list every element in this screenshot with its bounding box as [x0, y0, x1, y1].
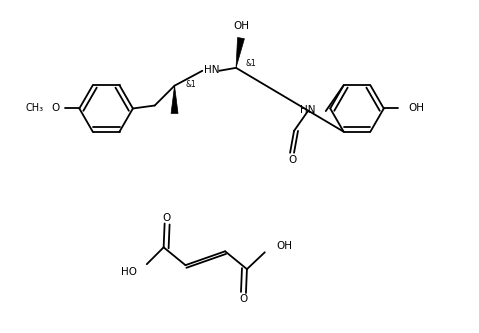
Text: HN: HN: [300, 105, 316, 115]
Text: HO: HO: [121, 267, 137, 277]
Text: O: O: [240, 294, 248, 304]
Polygon shape: [236, 38, 244, 68]
Text: &1: &1: [185, 80, 196, 89]
Text: O: O: [51, 104, 59, 114]
Text: CH₃: CH₃: [25, 104, 44, 114]
Polygon shape: [171, 86, 178, 114]
Text: OH: OH: [409, 104, 424, 114]
Text: &1: &1: [246, 59, 257, 68]
Text: OH: OH: [277, 241, 293, 251]
Text: O: O: [288, 155, 296, 165]
Text: HN: HN: [205, 65, 220, 75]
Text: OH: OH: [233, 21, 249, 31]
Text: O: O: [162, 212, 171, 222]
